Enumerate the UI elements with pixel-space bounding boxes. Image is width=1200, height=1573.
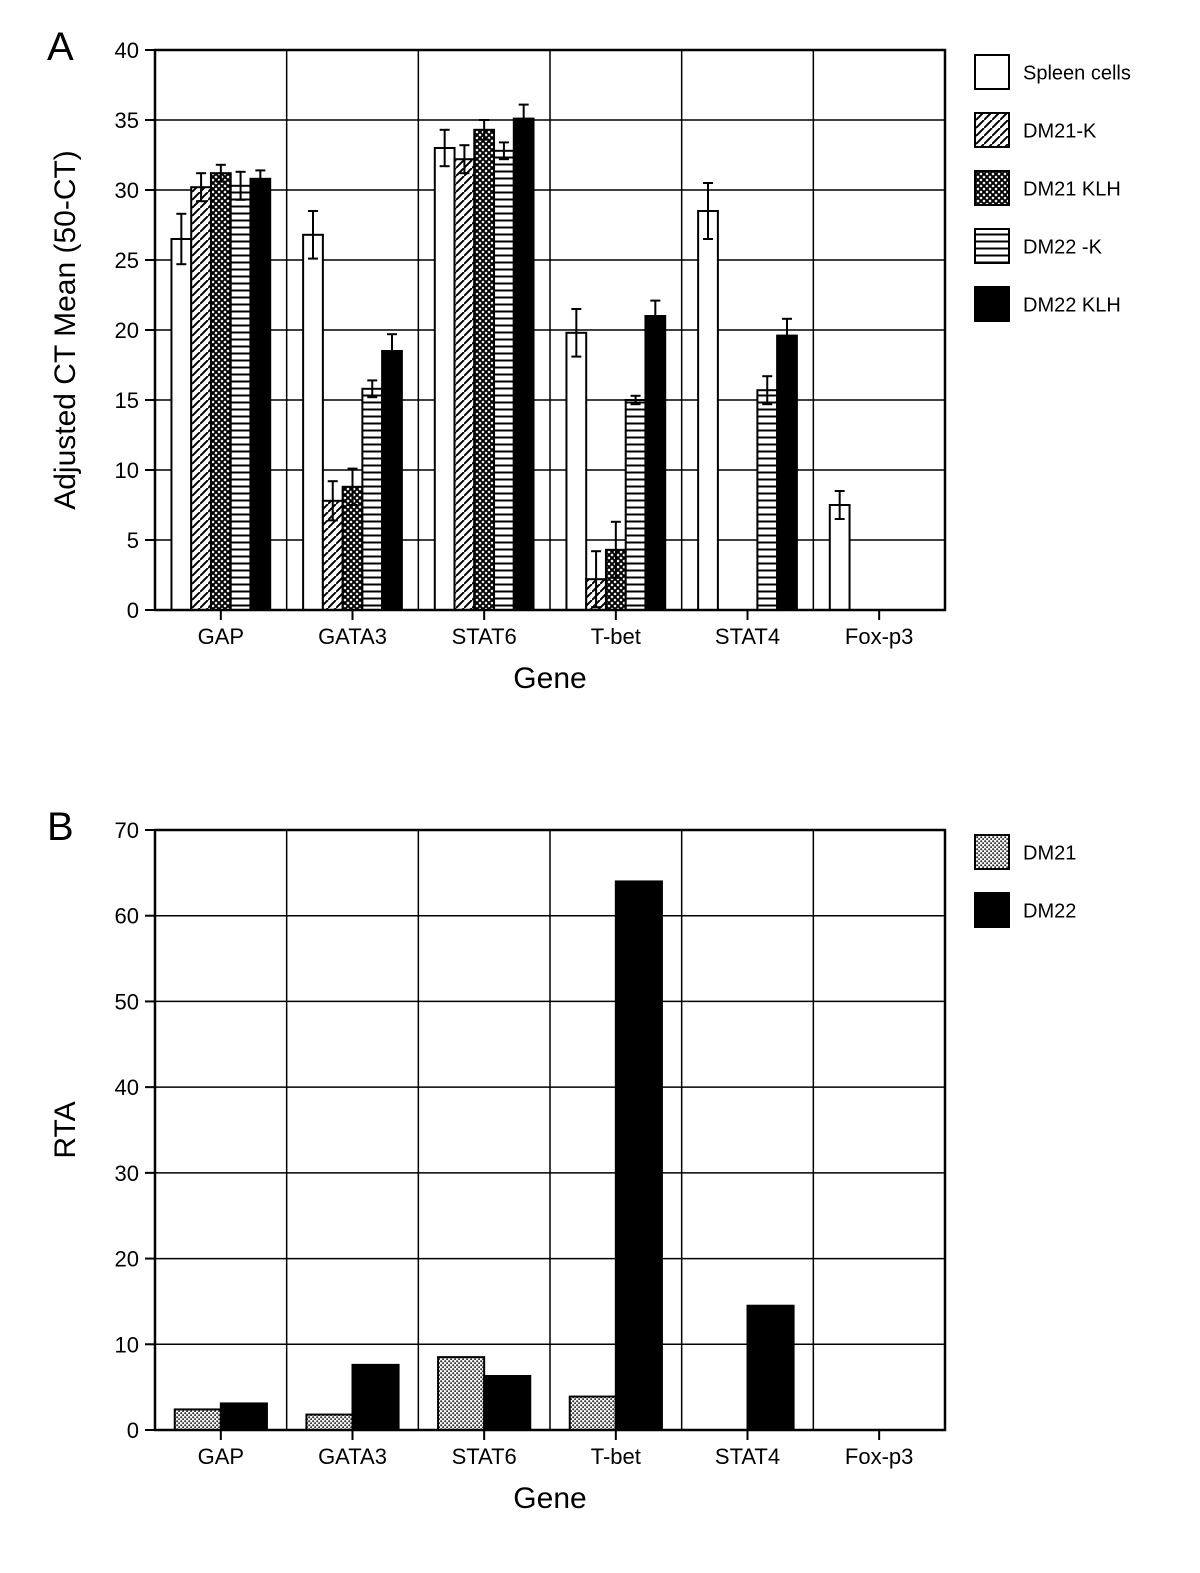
y-tick-label: 40 <box>115 38 139 63</box>
legend-label: Spleen cells <box>1023 62 1131 84</box>
x-tick-label: GATA3 <box>318 1444 387 1469</box>
y-tick-label: 30 <box>115 178 139 203</box>
x-tick-label: Fox-p3 <box>845 624 913 649</box>
bar <box>698 211 718 610</box>
chart-panel: 0 10 20 30 40 50 60 70 GAP GATA3 STAT6 T-bet STAT4 Fo… <box>47 805 1076 1515</box>
legend-label: DM21 KLH <box>1023 178 1121 200</box>
bar <box>191 187 211 610</box>
y-tick-label: 10 <box>115 458 139 483</box>
legend-label: DM21 <box>1023 842 1076 864</box>
x-axis-label: Gene <box>513 1482 586 1515</box>
y-tick-label: 25 <box>115 248 139 273</box>
y-tick-label: 15 <box>115 388 139 413</box>
bar <box>474 130 494 610</box>
legend-swatch <box>975 113 1009 147</box>
bar <box>221 1403 267 1430</box>
bar <box>438 1357 484 1430</box>
x-tick-label: T-bet <box>591 1444 641 1469</box>
x-tick-label: STAT6 <box>452 624 517 649</box>
bar <box>231 186 251 610</box>
x-tick-label: STAT4 <box>715 1444 780 1469</box>
bar <box>382 351 402 610</box>
y-tick-label: 20 <box>115 318 139 343</box>
bar <box>514 119 534 610</box>
bar <box>566 333 586 610</box>
bar <box>757 390 777 610</box>
y-tick-label: 40 <box>115 1075 139 1100</box>
legend-swatch <box>975 229 1009 263</box>
legend-swatch <box>975 55 1009 89</box>
bar <box>494 151 514 610</box>
y-tick-label: 50 <box>115 989 139 1014</box>
y-axis-label: RTA <box>49 1101 82 1158</box>
legend-swatch <box>975 287 1009 321</box>
bar <box>175 1409 221 1430</box>
y-tick-label: 20 <box>115 1247 139 1272</box>
y-tick-label: 30 <box>115 1161 139 1186</box>
bar <box>645 316 665 610</box>
bar <box>435 148 455 610</box>
y-tick-label: 0 <box>127 598 139 623</box>
figure-svg: 0 5 10 15 20 25 30 35 40 GAP GATA3 STAT6 T-bet STAT4 F… <box>0 0 1200 1573</box>
legend-swatch <box>975 171 1009 205</box>
bar <box>616 881 662 1430</box>
x-tick-label: GATA3 <box>318 624 387 649</box>
x-tick-label: GAP <box>198 1444 244 1469</box>
x-tick-label: STAT4 <box>715 624 780 649</box>
legend-label: DM22 KLH <box>1023 294 1121 316</box>
bar <box>306 1415 352 1430</box>
bar <box>484 1376 530 1430</box>
bar <box>570 1397 616 1430</box>
panel-label: A <box>47 25 74 69</box>
bar <box>455 159 475 610</box>
y-tick-label: 60 <box>115 904 139 929</box>
x-tick-label: T-bet <box>591 624 641 649</box>
legend-label: DM21-K <box>1023 120 1097 142</box>
legend-label: DM22 <box>1023 900 1076 922</box>
bar <box>626 400 646 610</box>
y-tick-label: 10 <box>115 1332 139 1357</box>
bar <box>353 1365 399 1430</box>
bar <box>171 239 191 610</box>
y-tick-label: 70 <box>115 818 139 843</box>
bar <box>303 235 323 610</box>
y-tick-label: 0 <box>127 1418 139 1443</box>
y-tick-label: 35 <box>115 108 139 133</box>
panel-label: B <box>47 805 74 849</box>
legend-swatch <box>975 893 1009 927</box>
chart-panel: 0 5 10 15 20 25 30 35 40 GAP GATA3 STAT6 T-bet STAT4 F… <box>47 25 1131 695</box>
x-tick-label: STAT6 <box>452 1444 517 1469</box>
bar <box>777 336 797 610</box>
bar <box>362 389 382 610</box>
x-tick-label: GAP <box>198 624 244 649</box>
legend-swatch <box>975 835 1009 869</box>
page: 0 5 10 15 20 25 30 35 40 GAP GATA3 STAT6 T-bet STAT4 F… <box>0 0 1200 1573</box>
x-tick-label: Fox-p3 <box>845 1444 913 1469</box>
y-axis-label: Adjusted CT Mean (50-CT) <box>49 150 82 510</box>
x-axis-label: Gene <box>513 662 586 695</box>
bar <box>211 173 231 610</box>
bar <box>748 1306 794 1430</box>
bar <box>250 179 270 610</box>
legend-label: DM22 -K <box>1023 236 1103 258</box>
bar <box>830 505 850 610</box>
y-tick-label: 5 <box>127 528 139 553</box>
